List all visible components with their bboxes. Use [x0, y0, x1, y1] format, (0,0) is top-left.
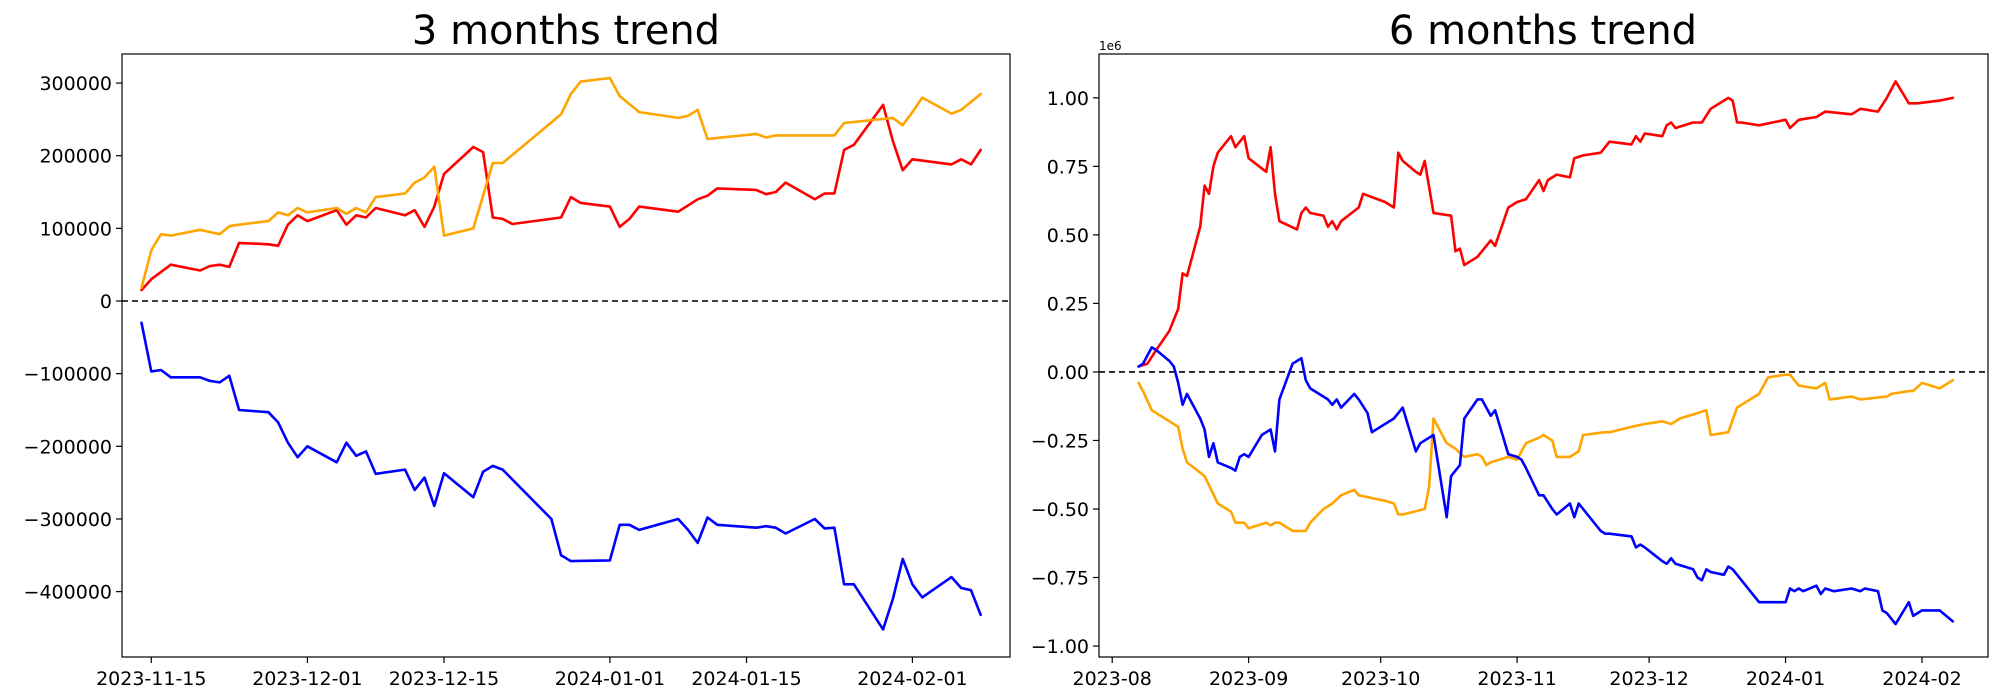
x-tick-label: 2024-01-15 — [691, 668, 801, 690]
plot-area-frame — [121, 53, 1011, 658]
series-line-2 — [1137, 346, 1955, 626]
y-tick-label: −400000 — [24, 582, 112, 604]
chart-title: 6 months trend — [1389, 8, 1697, 54]
x-tick-label: 2023-12 — [1609, 668, 1688, 690]
y-tick-label: −100000 — [24, 364, 112, 386]
chart-3-months: 3 months trend 2023-11-15 2023-12-01 2023-… — [24, 8, 1011, 690]
x-tick-label: 2024-01 — [1746, 668, 1825, 690]
y-axis-offset-label: 1e6 — [1099, 39, 1122, 53]
y-tick-label: 200000 — [39, 146, 112, 168]
y-tick-label: −0.50 — [1031, 499, 1089, 521]
plot-area-frame — [1098, 53, 1989, 658]
series-line-0 — [140, 103, 982, 292]
x-tick-label: 2024-02-01 — [857, 668, 967, 690]
series-line-0 — [1137, 80, 1955, 368]
x-tick-label: 2024-01-01 — [555, 668, 665, 690]
y-tick-label: −0.75 — [1031, 568, 1089, 590]
series-line-2 — [140, 321, 982, 631]
y-tick-label: −0.25 — [1031, 430, 1089, 452]
chart-6-months: 6 months trend 1e6 2023-08 2023-09 2023-10… — [1031, 8, 1989, 690]
y-tick-label: −200000 — [24, 436, 112, 458]
y-tick-label: 0.25 — [1047, 293, 1089, 315]
x-tick-label: 2023-09 — [1209, 668, 1288, 690]
series-line-1 — [140, 76, 982, 290]
y-tick-label: 300000 — [39, 73, 112, 95]
x-tick-label: 2023-10 — [1341, 668, 1420, 690]
y-tick-label: 0.50 — [1047, 225, 1089, 247]
y-tick-label: 0 — [100, 291, 112, 313]
x-tick-label: 2023-11-15 — [96, 668, 206, 690]
y-tick-label: −300000 — [24, 509, 112, 531]
y-tick-label: −1.00 — [1031, 636, 1089, 658]
x-tick-label: 2023-12-15 — [389, 668, 499, 690]
y-tick-label: 1.00 — [1047, 88, 1089, 110]
series-line-1 — [1137, 373, 1955, 533]
x-tick-label: 2023-11 — [1477, 668, 1556, 690]
y-tick-label: 100000 — [39, 218, 112, 240]
y-tick-label: 0.00 — [1047, 362, 1089, 384]
y-tick-label: 0.75 — [1047, 156, 1089, 178]
chart-title: 3 months trend — [412, 8, 720, 54]
x-tick-label: 2023-12-01 — [252, 668, 362, 690]
x-tick-label: 2023-08 — [1073, 668, 1152, 690]
x-tick-label: 2024-02 — [1882, 668, 1961, 690]
